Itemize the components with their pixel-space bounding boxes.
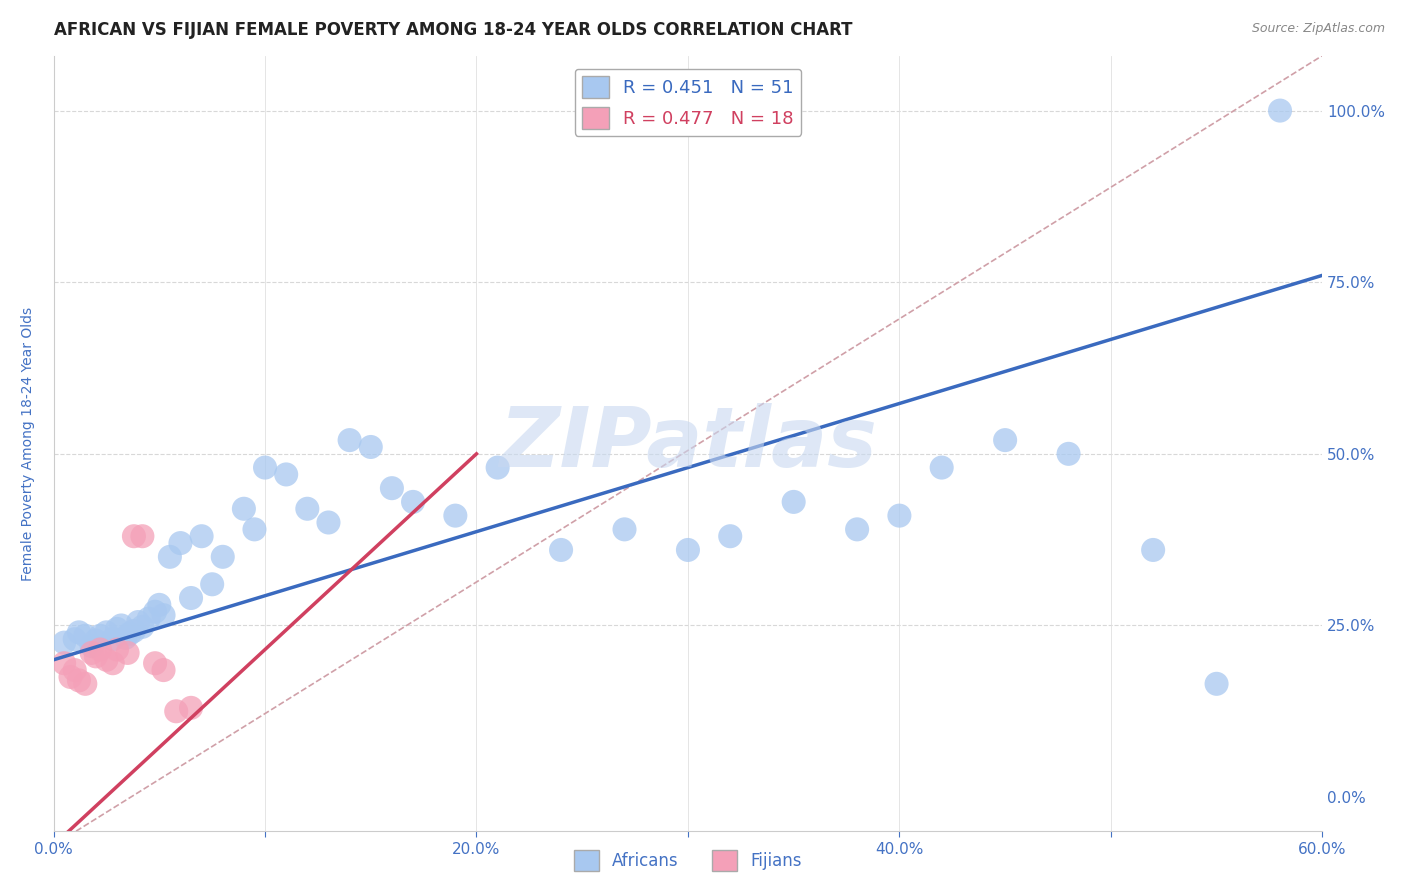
Point (110, 618, 132, 632)
Point (211, 549, 233, 564)
Point (676, 543, 699, 558)
Point (360, 440, 382, 454)
Y-axis label: Female Poverty Among 18-24 Year Olds: Female Poverty Among 18-24 Year Olds (21, 307, 35, 581)
Point (318, 516, 340, 530)
Point (114, 631, 136, 645)
Point (486, 460, 509, 475)
Point (550, 543, 572, 558)
Point (254, 460, 277, 475)
Point (143, 605, 166, 619)
Point (84, 633, 107, 648)
Point (143, 657, 166, 671)
Point (101, 657, 124, 671)
Point (127, 615, 149, 629)
Point (96, 625, 118, 640)
Point (152, 663, 174, 677)
Point (75, 677, 97, 691)
Point (180, 591, 202, 605)
Point (444, 508, 467, 523)
Point (276, 467, 298, 482)
Point (846, 522, 869, 536)
Text: ZIPatlas: ZIPatlas (499, 403, 877, 484)
Point (201, 577, 224, 591)
Text: AFRICAN VS FIJIAN FEMALE POVERTY AMONG 18-24 YEAR OLDS CORRELATION CHART: AFRICAN VS FIJIAN FEMALE POVERTY AMONG 1… (53, 21, 852, 39)
Point (159, 549, 181, 564)
Point (122, 529, 145, 543)
Point (889, 508, 911, 523)
Point (138, 612, 160, 626)
Point (180, 701, 202, 715)
Point (80, 639, 103, 653)
Text: Source: ZipAtlas.com: Source: ZipAtlas.com (1251, 22, 1385, 36)
Point (339, 433, 361, 447)
Point (118, 626, 141, 640)
Point (59, 670, 82, 684)
Legend: Africans, Fijians: Africans, Fijians (567, 844, 808, 878)
Point (165, 704, 187, 718)
Point (381, 481, 404, 495)
Point (232, 501, 254, 516)
Point (782, 495, 804, 509)
Point (1057, 447, 1080, 461)
Point (931, 460, 953, 475)
Point (101, 632, 124, 647)
Point (1205, 677, 1227, 691)
Point (80, 646, 103, 660)
Point (131, 620, 153, 634)
Point (84, 649, 107, 664)
Point (67, 673, 90, 688)
Point (190, 529, 212, 543)
Point (1268, 103, 1291, 118)
Point (718, 529, 741, 543)
Point (67, 625, 90, 640)
Point (243, 522, 266, 536)
Point (89, 642, 111, 657)
Point (402, 495, 425, 509)
Point (75, 629, 97, 643)
Point (53, 657, 76, 671)
Point (89, 629, 111, 643)
Point (105, 622, 128, 636)
Point (148, 598, 170, 612)
Point (96, 653, 118, 667)
Point (105, 642, 128, 657)
Point (131, 529, 153, 543)
Point (63, 632, 86, 647)
Point (994, 433, 1017, 447)
Point (152, 608, 174, 623)
Point (53, 635, 76, 649)
Point (297, 501, 319, 516)
Point (613, 522, 636, 536)
Point (169, 536, 191, 550)
Point (117, 646, 139, 660)
Point (1142, 543, 1164, 558)
Point (63, 663, 86, 677)
Point (122, 624, 145, 638)
